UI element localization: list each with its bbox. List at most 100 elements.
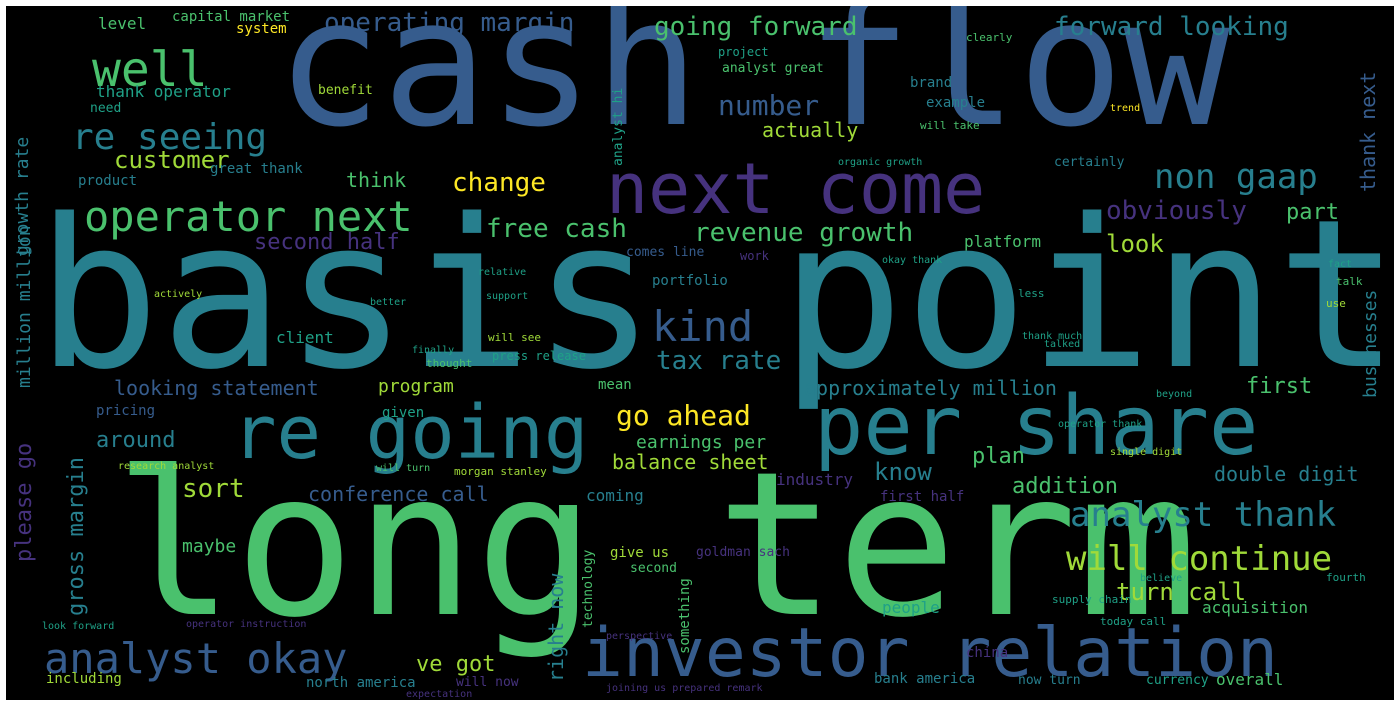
word-part: part	[1286, 200, 1339, 225]
word-mean: mean	[598, 377, 632, 393]
word-acquisition: acquisition	[1202, 598, 1308, 617]
word-program: program	[378, 376, 454, 397]
word-analyst-okay: analyst okay	[44, 634, 348, 683]
word-support: support	[486, 291, 529, 302]
word-supply-chain: supply chain	[1052, 593, 1132, 606]
word-will-continue: will continue	[1066, 539, 1333, 579]
word-thank-operator: thank operator	[96, 82, 231, 101]
word-talk: talk	[1336, 275, 1363, 288]
word-first-half: first half	[880, 489, 965, 505]
word-first: first	[1246, 374, 1313, 399]
word-growth-rate: analyst hi	[611, 87, 626, 166]
word-operator-next: operator next	[84, 192, 413, 241]
word-technology: operator thank	[1058, 419, 1143, 430]
word-revenue-growth: revenue growth	[694, 218, 914, 248]
word-tax-rate: tax rate	[656, 346, 782, 376]
word-next-come: next come	[606, 148, 986, 230]
word-cloud: cash flow basis point long term per shar…	[6, 6, 1394, 700]
word-single-digit: right now	[544, 573, 568, 682]
word-portfolio: portfolio	[652, 273, 728, 289]
word-overall: overall	[1216, 670, 1284, 689]
word-product: product	[78, 173, 138, 189]
word-platform: platform	[964, 232, 1042, 251]
word-kind: kind	[652, 302, 754, 351]
word-businesses: technology	[581, 549, 596, 628]
word-will-take: will take	[920, 119, 980, 132]
word-research-analyst: research analyst	[118, 461, 215, 472]
word-basis-point: basis point	[36, 175, 1394, 415]
word-trend: trend	[1110, 103, 1141, 114]
word-clearly: clearly	[966, 31, 1013, 44]
word-forward-looking: forward looking	[1054, 12, 1289, 42]
word-something: single digit	[1110, 447, 1183, 458]
word-around: around	[96, 428, 176, 453]
word-addition: addition	[1012, 474, 1118, 499]
word-actually: actually	[762, 118, 859, 142]
word-fourth: fourth	[1326, 571, 1366, 584]
word-double-digit: double digit	[1214, 462, 1359, 486]
word-morgan-stanley: morgan stanley	[454, 465, 547, 478]
word-now-turn: now turn	[1018, 673, 1081, 688]
word-look: look	[1106, 230, 1164, 258]
word-operator-instruction: operator instruction	[186, 619, 307, 630]
word-ve-got: ve got	[416, 652, 496, 677]
word-analyst-thank: analyst thank	[1070, 495, 1337, 535]
word-great-thank: great thank	[210, 161, 303, 177]
word-need: need	[90, 101, 122, 116]
word-north-america: north america	[306, 675, 416, 691]
word-believe: please go	[12, 442, 37, 562]
word-currency: currency	[1146, 673, 1209, 688]
word-organic-growth: organic growth	[838, 157, 923, 168]
word-example: example	[926, 95, 986, 111]
word-pricing: pricing	[96, 403, 156, 419]
word-press-release: press release	[492, 349, 586, 363]
word-fact: fact	[1328, 259, 1353, 270]
word-less: less	[1018, 287, 1045, 300]
word-goldman-sach: goldman sach	[696, 545, 790, 560]
word-looking-statement: looking statement	[114, 376, 319, 400]
word-gross-margin: growth rate	[12, 136, 33, 256]
word-use: use	[1326, 297, 1346, 310]
word-change: change	[452, 168, 546, 198]
word-issue: believe	[1140, 573, 1183, 584]
word-will-now: will now	[456, 675, 519, 690]
word-system: system	[236, 21, 287, 37]
word-analyst-great: analyst great	[722, 61, 824, 76]
word-second-half: second half	[254, 230, 400, 255]
word-non-gaap: non gaap	[1154, 157, 1318, 197]
word-benefit: benefit	[318, 83, 373, 98]
word-people: people	[882, 598, 940, 617]
word-work: work	[740, 249, 769, 263]
word-cash-flow: cash flow	[276, 6, 1230, 166]
word-know: know	[874, 458, 932, 486]
word-today-call: today call	[1100, 615, 1167, 628]
word-brand: brand	[910, 75, 953, 91]
word-industry: industry	[776, 470, 854, 489]
word-bank-america: bank america	[874, 671, 976, 687]
word-actively: actively	[154, 289, 203, 300]
word-okay-thank: okay thank	[882, 255, 943, 266]
word-turn-call: turn call	[1116, 578, 1247, 606]
word-balance-sheet: balance sheet	[612, 450, 769, 474]
word-expectation: expectation	[406, 689, 473, 700]
word-china: china	[966, 645, 1009, 661]
word-million-million: businesses	[1360, 289, 1381, 398]
word-operator-thank: gross margin	[64, 457, 89, 616]
word-given: given	[382, 405, 425, 421]
word-comes-line: comes line	[626, 245, 705, 260]
word-please-go: thank next	[1356, 71, 1380, 192]
word-maybe: maybe	[182, 536, 237, 557]
word-go-ahead: go ahead	[616, 399, 751, 432]
word-investor-relation: investor relation	[582, 614, 1278, 693]
word-per-share: per share	[814, 379, 1259, 474]
word-look-forward: look forward	[42, 621, 115, 632]
word-thank-next: something	[677, 578, 693, 654]
word-give-us: give us	[610, 545, 670, 561]
word-long-term: long term	[114, 429, 1198, 662]
word-capital-market: capital market	[172, 9, 291, 25]
word-better: better	[370, 297, 407, 308]
word-plan: plan	[972, 444, 1025, 469]
word-conference-call: conference call	[308, 482, 489, 506]
word-will-see: will see	[488, 331, 541, 344]
word-analyst-hi: beyond	[1156, 389, 1193, 400]
